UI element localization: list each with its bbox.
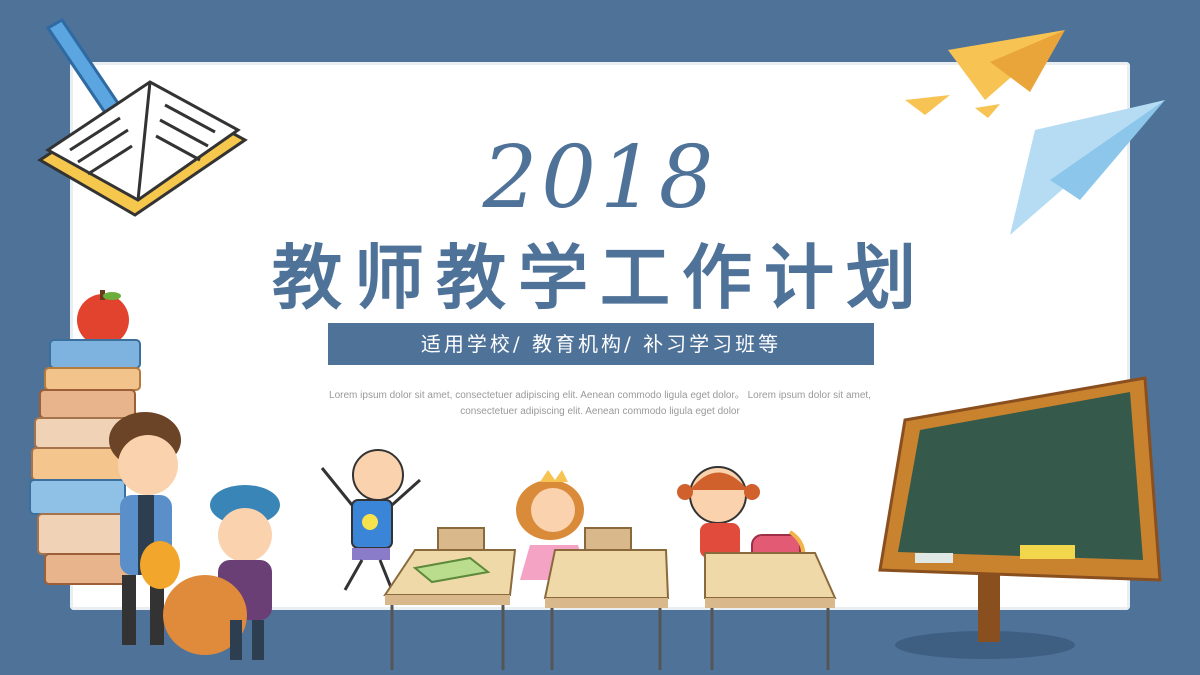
teacher-figure [109,412,181,645]
body-text-line-2: consectetuer adipiscing elit. Aenean com… [460,406,740,417]
year-heading: 2018 [482,128,718,228]
subtitle-banner: 适用学校/ 教育机构/ 补习学习班等 [328,323,874,365]
page-title: 教师教学工作计划 [272,236,928,319]
apple-icon [77,290,129,346]
school-desk [383,527,837,670]
book-stack [29,339,141,585]
waving-child [320,449,421,591]
student-with-cap [163,485,280,660]
body-text-line-1: Lorem ipsum dolor sit amet, consectetuer… [329,390,871,401]
chalkboard [878,376,1162,659]
paper-plane-icon [905,30,1165,235]
open-book-icon [37,80,248,217]
girl-with-pigtails [677,466,760,558]
